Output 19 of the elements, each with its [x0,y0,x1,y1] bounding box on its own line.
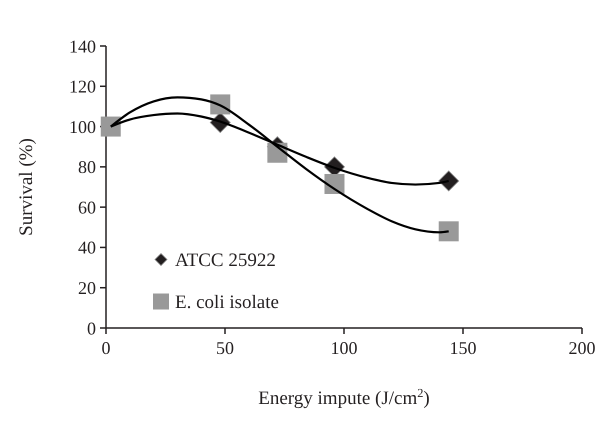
y-tick-label: 120 [69,76,96,97]
x-tick-label: 100 [330,338,358,358]
y-tick-label: 0 [87,318,96,338]
x-tick-label: 200 [568,338,596,358]
legend-label: ATCC 25922 [175,250,276,272]
y-tick-label: 20 [78,278,96,298]
y-tick-label: 140 [69,36,96,56]
x-tick-label: 50 [216,338,234,358]
legend-label: E. coli isolate [175,292,279,314]
point [438,221,459,242]
y-tick-label: 80 [78,157,96,178]
y-axis-title: Survival (%) [16,138,37,236]
x-tick-label: 0 [102,338,110,358]
y-tick-label: 40 [78,238,96,258]
point [438,170,460,192]
y-tick-label: 60 [78,197,96,218]
y-tick-label: 100 [69,116,96,137]
x-axis-title: Energy impute (J/cm$^{2}$) [258,386,430,409]
x-tick-label: 150 [450,338,476,358]
